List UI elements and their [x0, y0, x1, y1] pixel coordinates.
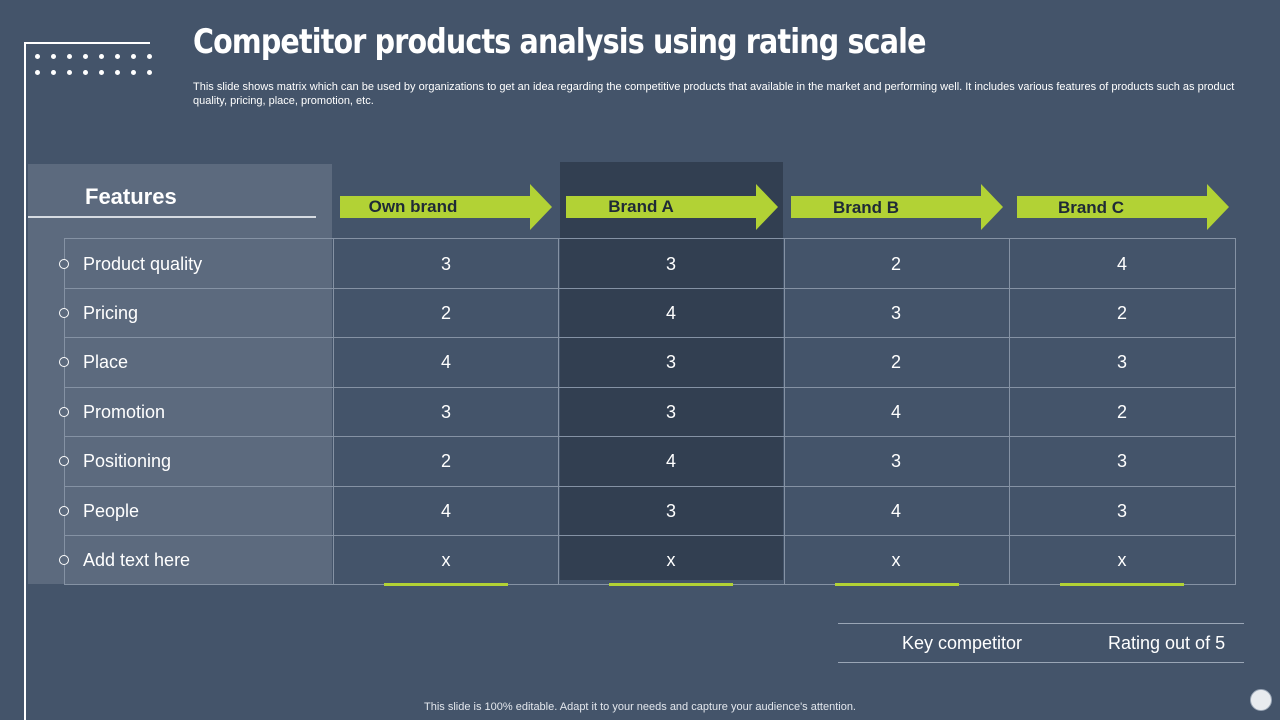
- rating-cell: 3: [665, 254, 676, 274]
- features-column-background: [28, 164, 332, 584]
- rating-cell: 2: [1116, 303, 1127, 323]
- rating-cell: 3: [440, 254, 451, 274]
- brand-label: Brand A: [608, 197, 674, 216]
- footer-note: This slide is 100% editable. Adapt it to…: [424, 701, 856, 713]
- feature-label: Positioning: [83, 451, 172, 471]
- feature-label: Product quality: [83, 254, 203, 274]
- rating-cell: 2: [890, 352, 901, 372]
- rating-cell: x: [441, 550, 451, 570]
- arrow-shape-icon: [1017, 184, 1229, 230]
- rating-cell: 4: [1116, 254, 1127, 274]
- rating-cell: 4: [440, 352, 451, 372]
- rating-cell: 4: [890, 501, 901, 521]
- rating-cell: 3: [890, 451, 901, 471]
- feature-label: People: [83, 501, 140, 521]
- rating-cell: 3: [665, 402, 676, 422]
- rating-cell: 4: [440, 501, 451, 521]
- features-header: Features: [85, 184, 177, 209]
- legend-top-line: [838, 623, 1244, 624]
- row-bullet-icon: [59, 506, 69, 516]
- row-bullet-icon: [59, 456, 69, 466]
- features-underline: [28, 216, 316, 218]
- arrow-shape-icon: [791, 184, 1003, 230]
- brand-label: Brand B: [832, 198, 900, 217]
- rating-cell: 3: [440, 402, 451, 422]
- rating-cell: 3: [665, 501, 676, 521]
- rating-cell: x: [666, 550, 676, 570]
- rating-cell: 4: [665, 303, 676, 323]
- row-bullet-icon: [59, 407, 69, 417]
- column-accent-bar: [609, 583, 733, 586]
- brand-header-arrow: Brand C: [1017, 184, 1229, 230]
- dot-pattern-decoration: [35, 54, 155, 84]
- brand-label: Brand C: [1057, 198, 1125, 217]
- slide-description: This slide shows matrix which can be use…: [193, 81, 1235, 107]
- rating-cell: 3: [1116, 352, 1127, 372]
- column-accent-bar: [835, 583, 959, 586]
- key-competitor-column-highlight: [560, 162, 783, 580]
- legend-rating-scale: Rating out of 5: [1108, 633, 1226, 653]
- slide-title: Competitor products analysis using ratin…: [193, 22, 926, 62]
- arrow-shape-icon: [340, 184, 552, 230]
- brand-header-arrow: Own brand: [340, 184, 552, 230]
- feature-label: Place: [83, 352, 129, 372]
- legend-bottom-line: [838, 662, 1244, 663]
- rating-cell: 3: [890, 303, 901, 323]
- rating-cell: 2: [440, 451, 451, 471]
- rating-cell: 2: [1116, 402, 1127, 422]
- rating-cell: 3: [665, 352, 676, 372]
- rating-cell: x: [891, 550, 901, 570]
- row-bullet-icon: [59, 357, 69, 367]
- left-vertical-line: [24, 42, 26, 720]
- rating-cell: 4: [665, 451, 676, 471]
- rating-cell: 2: [440, 303, 451, 323]
- feature-label: Pricing: [83, 303, 139, 323]
- feature-label: Add text here: [83, 550, 191, 570]
- row-bullet-icon: [59, 259, 69, 269]
- rating-cell: 2: [890, 254, 901, 274]
- brand-label: Own brand: [368, 197, 458, 216]
- brand-header-arrow: Brand B: [791, 184, 1003, 230]
- arrow-shape-icon: [566, 184, 778, 230]
- legend-key-competitor: Key competitor: [902, 633, 1023, 653]
- rating-cell: x: [1117, 550, 1127, 570]
- rating-cell: 3: [1116, 501, 1127, 521]
- rating-cell: 4: [890, 402, 901, 422]
- column-accent-bar: [1060, 583, 1184, 586]
- top-left-horizontal-line: [24, 42, 150, 44]
- rating-cell: 3: [1116, 451, 1127, 471]
- row-bullet-icon: [59, 308, 69, 318]
- brand-header-arrow: Brand A: [566, 184, 778, 230]
- feature-label: Promotion: [83, 402, 166, 422]
- corner-circle-icon: [1250, 689, 1272, 711]
- column-accent-bar: [384, 583, 508, 586]
- row-bullet-icon: [59, 555, 69, 565]
